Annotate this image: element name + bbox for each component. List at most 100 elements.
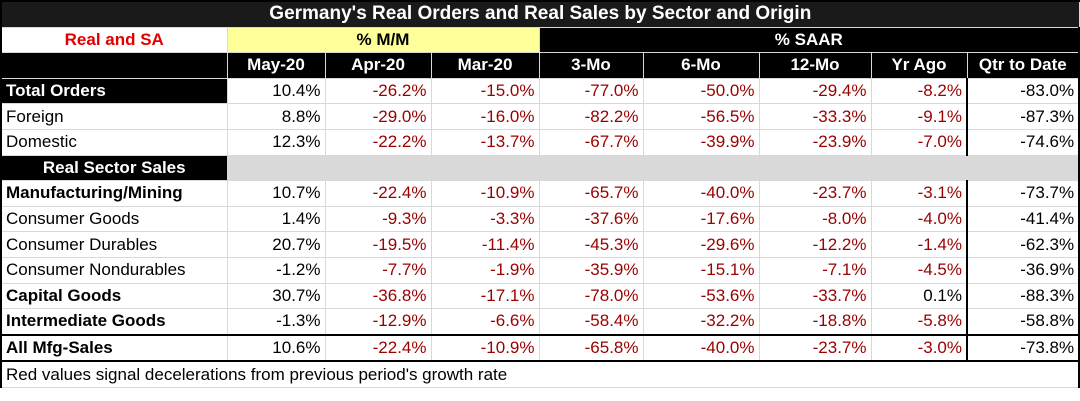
table-cell: -15.1%: [643, 257, 760, 284]
table-row: Total Orders 10.4% -26.2% -15.0% -77.0% …: [0, 78, 1080, 105]
table-cell: -22.4%: [325, 180, 432, 207]
table-cell: -82.2%: [539, 103, 644, 130]
row-label: Foreign: [0, 103, 228, 130]
table-cell: -17.6%: [643, 206, 760, 233]
table-row: Intermediate Goods -1.3% -12.9% -6.6% -5…: [0, 308, 1080, 336]
table-row: Foreign 8.8% -29.0% -16.0% -82.2% -56.5%…: [0, 103, 1080, 130]
table-cell: -29.4%: [759, 78, 872, 105]
table-cell: -45.3%: [539, 231, 644, 258]
table-cell: -3.1%: [871, 180, 968, 207]
table-cell: -73.7%: [965, 180, 1080, 207]
table-cell: -53.6%: [643, 283, 760, 310]
table-cell: -65.8%: [539, 333, 644, 362]
table-cell: -9.3%: [325, 206, 432, 233]
table-cell: -22.4%: [325, 333, 432, 362]
table-row: Domestic 12.3% -22.2% -13.7% -67.7% -39.…: [0, 129, 1080, 156]
table-cell: -58.8%: [965, 308, 1080, 336]
table-cell: -23.7%: [759, 180, 872, 207]
table-row: Consumer Nondurables -1.2% -7.7% -1.9% -…: [0, 257, 1080, 284]
footnote: Red values signal decelerations from pre…: [0, 360, 1080, 388]
table-cell: 10.4%: [227, 78, 326, 105]
row-label: All Mfg-Sales: [0, 333, 228, 362]
table-cell: -1.9%: [431, 257, 540, 284]
group-header-saar: % SAAR: [539, 27, 1080, 54]
column-header: Apr-20: [325, 52, 432, 79]
table-cell: -6.6%: [431, 308, 540, 336]
row-label: Domestic: [0, 129, 228, 156]
table-cell: -35.9%: [539, 257, 644, 284]
column-header: 6-Mo: [643, 52, 760, 79]
table-cell: -29.6%: [643, 231, 760, 258]
section-label: Real Sector Sales: [0, 155, 228, 182]
table-cell: -17.1%: [431, 283, 540, 310]
table-cell: -23.9%: [759, 129, 872, 156]
table-cell: -7.7%: [325, 257, 432, 284]
footnote-row: Red values signal decelerations from pre…: [0, 360, 1080, 388]
table-cell: -3.3%: [431, 206, 540, 233]
table-cell: -19.5%: [325, 231, 432, 258]
table-cell: 30.7%: [227, 283, 326, 310]
table-cell: 0.1%: [871, 283, 968, 310]
table-cell: 12.3%: [227, 129, 326, 156]
column-header: Mar-20: [431, 52, 540, 79]
table-cell: -4.5%: [871, 257, 968, 284]
table-cell: -10.9%: [431, 180, 540, 207]
table-cell: -15.0%: [431, 78, 540, 105]
column-header: Yr Ago: [871, 52, 968, 79]
table-cell: 10.6%: [227, 333, 326, 362]
row-label: Consumer Goods: [0, 206, 228, 233]
table-cell: -62.3%: [965, 231, 1080, 258]
table-cell: -12.2%: [759, 231, 872, 258]
table-cell: -7.1%: [759, 257, 872, 284]
table-cell: -1.3%: [227, 308, 326, 336]
column-header: 12-Mo: [759, 52, 872, 79]
table-cell: -83.0%: [965, 78, 1080, 105]
table-cell: -39.9%: [643, 129, 760, 156]
column-header: May-20: [227, 52, 326, 79]
table-cell: -32.2%: [643, 308, 760, 336]
table-cell: -1.4%: [871, 231, 968, 258]
column-header: 3-Mo: [539, 52, 644, 79]
table-cell: -56.5%: [643, 103, 760, 130]
table-cell: 8.8%: [227, 103, 326, 130]
title-row: Germany's Real Orders and Real Sales by …: [0, 0, 1080, 28]
table-cell: -36.8%: [325, 283, 432, 310]
table-cell: -88.3%: [965, 283, 1080, 310]
table-cell: -29.0%: [325, 103, 432, 130]
column-header: Qtr to Date: [967, 52, 1080, 79]
table-cell: -11.4%: [431, 231, 540, 258]
column-header-row: May-20 Apr-20 Mar-20 3-Mo 6-Mo 12-Mo Yr …: [0, 52, 1080, 79]
table-cell: -67.7%: [539, 129, 644, 156]
table-cell: -73.8%: [965, 333, 1080, 362]
table-title: Germany's Real Orders and Real Sales by …: [0, 0, 1080, 28]
column-header-blank: [0, 52, 228, 79]
table-cell: -3.0%: [871, 333, 968, 362]
row-label: Capital Goods: [0, 283, 228, 310]
table-cell: -8.0%: [759, 206, 872, 233]
table-cell: 10.7%: [227, 180, 326, 207]
corner-label: Real and SA: [0, 27, 228, 54]
table-cell: 1.4%: [227, 206, 326, 233]
table-cell: -40.0%: [643, 333, 760, 362]
table-cell: -8.2%: [871, 78, 968, 105]
group-header-mm: % M/M: [227, 27, 540, 54]
table-cell: -5.8%: [871, 308, 968, 336]
table-cell: -33.7%: [759, 283, 872, 310]
table-cell: -40.0%: [643, 180, 760, 207]
section-fill: [227, 155, 1080, 182]
table-cell: -16.0%: [431, 103, 540, 130]
row-label: Consumer Durables: [0, 231, 228, 258]
table-row: Consumer Durables 20.7% -19.5% -11.4% -4…: [0, 231, 1080, 258]
table-cell: -26.2%: [325, 78, 432, 105]
table-row: All Mfg-Sales 10.6% -22.4% -10.9% -65.8%…: [0, 333, 1080, 362]
table-cell: -37.6%: [539, 206, 644, 233]
table-cell: -78.0%: [539, 283, 644, 310]
table-cell: -23.7%: [759, 333, 872, 362]
table-row: Consumer Goods 1.4% -9.3% -3.3% -37.6% -…: [0, 206, 1080, 233]
table-cell: -10.9%: [431, 333, 540, 362]
table-cell: -22.2%: [325, 129, 432, 156]
table-row: Manufacturing/Mining 10.7% -22.4% -10.9%…: [0, 180, 1080, 207]
table-cell: -41.4%: [965, 206, 1080, 233]
table-cell: -36.9%: [965, 257, 1080, 284]
table-cell: -1.2%: [227, 257, 326, 284]
